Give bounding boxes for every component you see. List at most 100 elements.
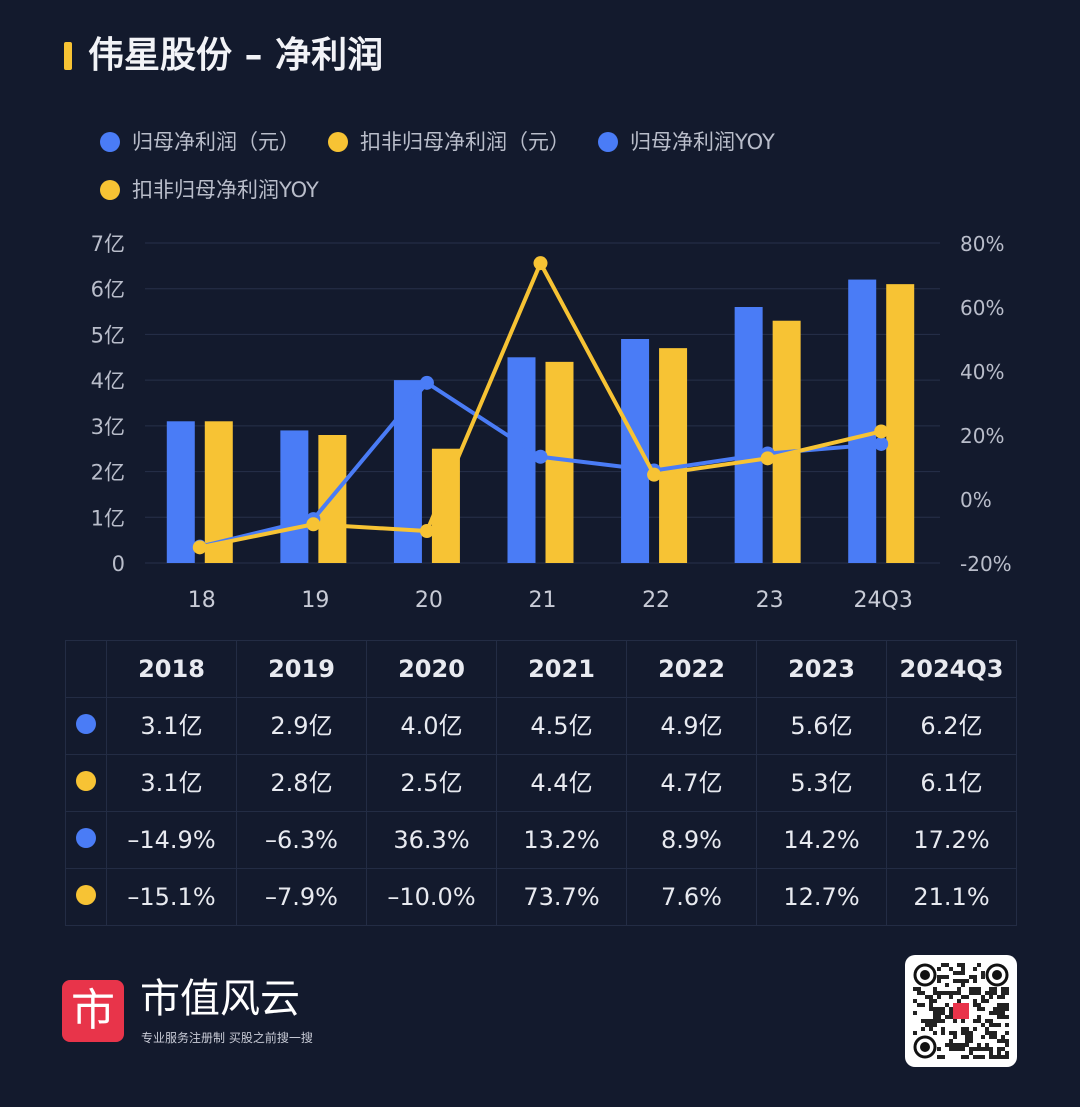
table-row: –15.1% –7.9% –10.0% 73.7% 7.6% 12.7% 21.1% [65, 868, 1017, 926]
legend-item: 扣非归母净利润YOY [100, 166, 319, 214]
table-cell: 4.4亿 [496, 754, 627, 812]
table-header-cell: 2022 [626, 640, 757, 698]
series-dot-icon [76, 828, 96, 848]
right-tick-label: 60% [960, 296, 1004, 320]
line-point [874, 424, 889, 439]
chart: 0 1亿 2亿 3亿 4亿 5亿 6亿 7亿 -20% 0% 20% 40% 60% 80% 18 19 20 2… [91, 232, 1012, 613]
table-row: –14.9% –6.3% 36.3% 13.2% 8.9% 14.2% 17.2% [65, 811, 1017, 869]
table-cell: 6.2亿 [886, 697, 1017, 755]
left-tick-label: 3亿 [91, 415, 125, 439]
table-cell: 4.5亿 [496, 697, 627, 755]
x-tick-label: 18 [188, 588, 216, 613]
table-header-cell: 2023 [756, 640, 887, 698]
line-point [533, 256, 548, 271]
legend-dot-icon [598, 132, 618, 152]
bar-net-profit [848, 279, 877, 563]
left-tick-label: 6亿 [91, 278, 125, 302]
right-tick-label: 40% [960, 360, 1004, 384]
left-tick-label: 5亿 [91, 323, 125, 347]
table-cell: 73.7% [496, 868, 627, 926]
series-dot-icon [76, 714, 96, 734]
table-cell: 36.3% [366, 811, 497, 869]
legend-dot-icon [100, 132, 120, 152]
table-header-cell: 2018 [106, 640, 237, 698]
line-point [760, 451, 775, 466]
right-tick-label: 0% [960, 488, 992, 512]
table-cell: 21.1% [886, 868, 1017, 926]
page-title: 伟星股份 – 净利润 [88, 35, 384, 76]
table-cell: –7.9% [236, 868, 367, 926]
x-tick-label: 21 [529, 588, 557, 613]
table-header-row: 2018 2019 2020 2021 2022 2023 2024Q3 [65, 640, 1017, 698]
table-cell: 17.2% [886, 811, 1017, 869]
bar-net-profit [507, 357, 536, 563]
qr-code-icon [905, 955, 1017, 1067]
legend-dot-icon [328, 132, 348, 152]
table-cell: 4.7亿 [626, 754, 757, 812]
data-table: 2018 2019 2020 2021 2022 2023 2024Q3 3.1亿 2.9亿 4.… [65, 640, 1017, 926]
logo-glyph: 市 [71, 985, 115, 1036]
table-cell: –14.9% [106, 811, 237, 869]
table-header-cell: 2019 [236, 640, 367, 698]
table-cell: 12.7% [756, 868, 887, 926]
x-tick-label: 22 [642, 588, 670, 613]
legend-item: 扣非归母净利润（元） [328, 118, 570, 166]
left-tick-label: 7亿 [91, 232, 125, 256]
title-accent-bar [64, 42, 72, 70]
table-corner [65, 640, 107, 698]
right-tick-label: -20% [960, 552, 1012, 576]
legend-item: 归母净利润（元） [100, 118, 300, 166]
line-point [647, 467, 662, 482]
table-cell: 2.8亿 [236, 754, 367, 812]
series-dot-icon [76, 885, 96, 905]
x-tick-label: 24Q3 [854, 588, 913, 613]
table-header-cell: 2020 [366, 640, 497, 698]
bar-net-profit [621, 339, 650, 563]
line-point [419, 375, 434, 390]
row-marker [65, 754, 107, 812]
table-cell: –6.3% [236, 811, 367, 869]
table-cell: 6.1亿 [886, 754, 1017, 812]
x-tick-label: 20 [415, 588, 443, 613]
table-cell: 2.9亿 [236, 697, 367, 755]
brand-logo: 市 [62, 980, 124, 1042]
line-point [419, 524, 434, 538]
left-tick-label: 0 [112, 552, 125, 576]
legend-label: 扣非归母净利润YOY [132, 178, 319, 202]
table-cell: –10.0% [366, 868, 497, 926]
table-cell: –15.1% [106, 868, 237, 926]
line-point [306, 517, 321, 532]
table-cell: 4.9亿 [626, 697, 757, 755]
bar-deducted-net-profit [659, 348, 688, 563]
table-row: 3.1亿 2.8亿 2.5亿 4.4亿 4.7亿 5.3亿 6.1亿 [65, 754, 1017, 812]
left-tick-label: 2亿 [91, 461, 125, 485]
table-cell: 8.9% [626, 811, 757, 869]
row-marker [65, 868, 107, 926]
bar-net-profit [393, 380, 422, 563]
table-header-cell: 2021 [496, 640, 627, 698]
line-point [874, 436, 889, 451]
row-marker [65, 811, 107, 869]
legend-label: 归母净利润（元） [132, 130, 300, 154]
legend: 归母净利润（元） 扣非归母净利润（元） 归母净利润YOY 扣非归母净利润YOY [100, 118, 900, 214]
x-tick-label: 23 [756, 588, 784, 613]
legend-label: 归母净利润YOY [630, 130, 775, 154]
bar-deducted-net-profit [545, 361, 574, 563]
left-tick-label: 1亿 [91, 506, 125, 530]
table-cell: 2.5亿 [366, 754, 497, 812]
brand-slogan: 专业服务注册制 买股之前搜一搜 [141, 1031, 313, 1045]
table-header-cell: 2024Q3 [886, 640, 1017, 698]
bar-net-profit [280, 430, 309, 563]
line-point [192, 540, 207, 555]
bar-net-profit [734, 307, 763, 563]
table-cell: 7.6% [626, 868, 757, 926]
brand-name: 市值风云 [140, 976, 300, 1022]
table-cell: 3.1亿 [106, 697, 237, 755]
legend-item: 归母净利润YOY [598, 118, 775, 166]
bar-deducted-net-profit [772, 320, 801, 563]
table-cell: 4.0亿 [366, 697, 497, 755]
table-cell: 3.1亿 [106, 754, 237, 812]
legend-label: 扣非归母净利润（元） [360, 130, 570, 154]
table-row: 3.1亿 2.9亿 4.0亿 4.5亿 4.9亿 5.6亿 6.2亿 [65, 697, 1017, 755]
table-cell: 14.2% [756, 811, 887, 869]
